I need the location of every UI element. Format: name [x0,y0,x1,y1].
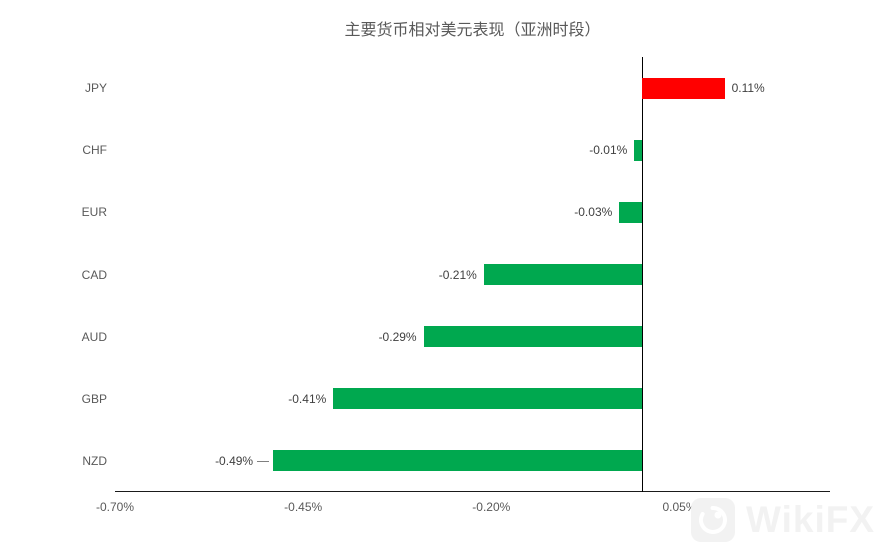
x-tick-label: -0.70% [95,500,135,514]
value-label-gbp: -0.41% [288,391,327,406]
x-axis-line [115,491,830,492]
x-tick-label: 0.05% [662,500,697,514]
value-label-cad: -0.21% [438,267,477,282]
bar-cad [483,264,642,285]
bar-chf [634,139,642,161]
bar-nzd [273,450,642,472]
category-label-cad: CAD [81,267,107,282]
category-label-jpy: JPY [84,81,107,96]
category-axis: JPY CHF EUR CAD AUD GBP NZD [0,57,107,492]
x-axis-tick-labels: -0.70% -0.45% -0.20% 0.05% [96,500,830,516]
x-tick-label: -0.20% [472,500,511,514]
value-label-jpy: 0.11% [731,81,765,96]
bar-eur [619,201,642,223]
category-label-gbp: GBP [81,391,107,406]
category-label-nzd: NZD [82,453,107,468]
value-label-nzd: -0.49% [215,453,254,468]
category-label-chf: CHF [82,143,107,158]
bar-jpy [641,77,725,99]
x-tick-label: -0.45% [284,500,323,514]
bar-gbp [333,388,642,410]
chart-title: 主要货币相对美元表现（亚洲时段） [344,22,601,39]
zero-axis-line [641,57,643,492]
value-label-chf: -0.01% [589,143,628,158]
plot-area: 0.11% -0.01% -0.03% -0.21% -0.29% -0.41% -0.49… [115,57,830,492]
value-label-aud: -0.29% [378,329,417,344]
bar-aud [423,326,642,348]
value-label-eur: -0.03% [574,205,613,220]
category-label-eur: EUR [81,205,107,220]
category-label-aud: AUD [81,329,107,344]
leader-line-nzd [257,461,270,462]
